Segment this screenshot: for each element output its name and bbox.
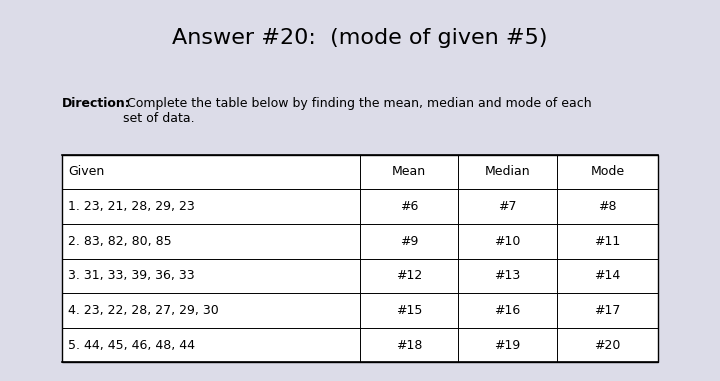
Text: #8: #8 xyxy=(598,200,616,213)
Text: Mode: Mode xyxy=(590,165,624,178)
Text: Direction:: Direction: xyxy=(62,98,130,110)
Text: 1. 23, 21, 28, 29, 23: 1. 23, 21, 28, 29, 23 xyxy=(68,200,195,213)
Text: Complete the table below by finding the mean, median and mode of each
set of dat: Complete the table below by finding the … xyxy=(124,98,592,125)
Text: #16: #16 xyxy=(495,304,521,317)
Text: #6: #6 xyxy=(400,200,418,213)
Text: #13: #13 xyxy=(495,269,521,282)
Text: #17: #17 xyxy=(594,304,621,317)
Text: #11: #11 xyxy=(594,235,621,248)
Text: #19: #19 xyxy=(495,339,521,352)
Text: #7: #7 xyxy=(498,200,517,213)
Text: Answer #20:  (mode of given #5): Answer #20: (mode of given #5) xyxy=(172,27,548,48)
Text: #10: #10 xyxy=(495,235,521,248)
Text: Mean: Mean xyxy=(392,165,426,178)
Text: #14: #14 xyxy=(594,269,621,282)
Text: Median: Median xyxy=(485,165,531,178)
Text: #18: #18 xyxy=(396,339,423,352)
Text: 4. 23, 22, 28, 27, 29, 30: 4. 23, 22, 28, 27, 29, 30 xyxy=(68,304,219,317)
Bar xyxy=(62,155,658,362)
Text: 2. 83, 82, 80, 85: 2. 83, 82, 80, 85 xyxy=(68,235,172,248)
Text: #12: #12 xyxy=(396,269,423,282)
Text: #9: #9 xyxy=(400,235,418,248)
Text: #15: #15 xyxy=(396,304,423,317)
Text: 3. 31, 33, 39, 36, 33: 3. 31, 33, 39, 36, 33 xyxy=(68,269,195,282)
Text: #20: #20 xyxy=(594,339,621,352)
Text: 5. 44, 45, 46, 48, 44: 5. 44, 45, 46, 48, 44 xyxy=(68,339,195,352)
Text: Given: Given xyxy=(68,165,104,178)
